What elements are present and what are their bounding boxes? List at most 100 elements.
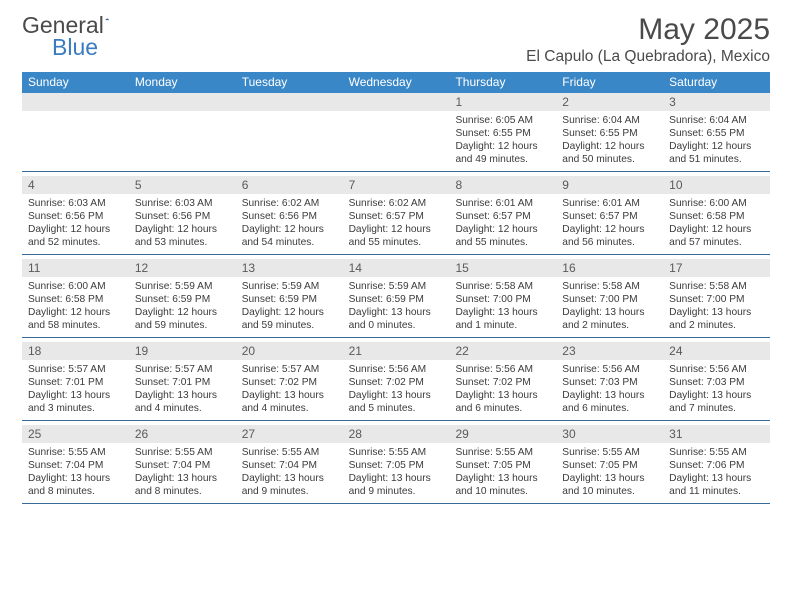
day-body (343, 111, 450, 169)
day-cell: Sunrise: 5:59 AMSunset: 6:59 PMDaylight:… (129, 277, 236, 338)
day-body: Sunrise: 5:58 AMSunset: 7:00 PMDaylight:… (449, 277, 556, 337)
day-cell (343, 111, 450, 172)
sunrise-text: Sunrise: 5:55 AM (28, 446, 123, 459)
daylight-text-2: and 9 minutes. (349, 485, 444, 498)
daylight-text-2: and 4 minutes. (135, 402, 230, 415)
sunset-text: Sunset: 7:03 PM (669, 376, 764, 389)
sunset-text: Sunset: 6:57 PM (349, 210, 444, 223)
day-number: 23 (556, 342, 663, 360)
daylight-text-1: Daylight: 13 hours (669, 389, 764, 402)
daylight-text-1: Daylight: 13 hours (349, 306, 444, 319)
dow-mon: Monday (129, 72, 236, 93)
day-number: 24 (663, 342, 770, 360)
day-cell: Sunrise: 6:02 AMSunset: 6:57 PMDaylight:… (343, 194, 450, 255)
daylight-text-1: Daylight: 12 hours (455, 223, 550, 236)
day-cell: Sunrise: 5:56 AMSunset: 7:03 PMDaylight:… (663, 360, 770, 421)
daylight-text-1: Daylight: 13 hours (242, 389, 337, 402)
week-row: Sunrise: 6:03 AMSunset: 6:56 PMDaylight:… (22, 194, 770, 255)
daylight-text-2: and 50 minutes. (562, 153, 657, 166)
week-row: Sunrise: 6:00 AMSunset: 6:58 PMDaylight:… (22, 277, 770, 338)
day-number: 15 (449, 259, 556, 277)
sunrise-text: Sunrise: 6:00 AM (669, 197, 764, 210)
daylight-text-1: Daylight: 13 hours (562, 472, 657, 485)
day-body: Sunrise: 6:00 AMSunset: 6:58 PMDaylight:… (663, 194, 770, 254)
sunrise-text: Sunrise: 6:01 AM (455, 197, 550, 210)
sunset-text: Sunset: 7:03 PM (562, 376, 657, 389)
day-body: Sunrise: 6:03 AMSunset: 6:56 PMDaylight:… (129, 194, 236, 254)
sunrise-text: Sunrise: 6:04 AM (562, 114, 657, 127)
sunset-text: Sunset: 6:59 PM (135, 293, 230, 306)
sunset-text: Sunset: 6:56 PM (135, 210, 230, 223)
dow-sat: Saturday (663, 72, 770, 93)
day-body: Sunrise: 5:55 AMSunset: 7:05 PMDaylight:… (556, 443, 663, 503)
calendar-grid: Sunday Monday Tuesday Wednesday Thursday… (22, 72, 770, 505)
day-body (236, 111, 343, 169)
day-number: 21 (343, 342, 450, 360)
sunset-text: Sunset: 6:59 PM (242, 293, 337, 306)
daynum-row: 123 (22, 93, 770, 111)
daylight-text-2: and 11 minutes. (669, 485, 764, 498)
day-cell: Sunrise: 5:55 AMSunset: 7:04 PMDaylight:… (22, 443, 129, 504)
day-number: 19 (129, 342, 236, 360)
daylight-text-1: Daylight: 12 hours (28, 306, 123, 319)
sunrise-text: Sunrise: 6:05 AM (455, 114, 550, 127)
sunset-text: Sunset: 7:00 PM (669, 293, 764, 306)
daynum-row: 45678910 (22, 176, 770, 194)
sunset-text: Sunset: 6:55 PM (669, 127, 764, 140)
day-cell: Sunrise: 5:55 AMSunset: 7:05 PMDaylight:… (343, 443, 450, 504)
daylight-text-1: Daylight: 12 hours (455, 140, 550, 153)
day-cell: Sunrise: 5:57 AMSunset: 7:02 PMDaylight:… (236, 360, 343, 421)
day-cell: Sunrise: 5:55 AMSunset: 7:04 PMDaylight:… (129, 443, 236, 504)
sunset-text: Sunset: 6:56 PM (28, 210, 123, 223)
daylight-text-2: and 2 minutes. (562, 319, 657, 332)
daylight-text-2: and 57 minutes. (669, 236, 764, 249)
day-body: Sunrise: 5:57 AMSunset: 7:01 PMDaylight:… (129, 360, 236, 420)
sunset-text: Sunset: 7:00 PM (455, 293, 550, 306)
day-number: 6 (236, 176, 343, 194)
day-cell: Sunrise: 6:05 AMSunset: 6:55 PMDaylight:… (449, 111, 556, 172)
location-subtitle: El Capulo (La Quebradora), Mexico (526, 48, 770, 66)
sunrise-text: Sunrise: 5:56 AM (455, 363, 550, 376)
sunset-text: Sunset: 6:58 PM (669, 210, 764, 223)
day-number: 1 (449, 93, 556, 111)
day-cell: Sunrise: 5:57 AMSunset: 7:01 PMDaylight:… (129, 360, 236, 421)
day-body: Sunrise: 5:58 AMSunset: 7:00 PMDaylight:… (663, 277, 770, 337)
day-cell (129, 111, 236, 172)
day-body: Sunrise: 5:56 AMSunset: 7:03 PMDaylight:… (663, 360, 770, 420)
sunset-text: Sunset: 7:00 PM (562, 293, 657, 306)
day-body (22, 111, 129, 169)
sunset-text: Sunset: 6:55 PM (455, 127, 550, 140)
day-body: Sunrise: 5:57 AMSunset: 7:01 PMDaylight:… (22, 360, 129, 420)
day-number: 22 (449, 342, 556, 360)
day-body: Sunrise: 6:02 AMSunset: 6:56 PMDaylight:… (236, 194, 343, 254)
daylight-text-2: and 2 minutes. (669, 319, 764, 332)
sunrise-text: Sunrise: 5:58 AM (562, 280, 657, 293)
day-number: 27 (236, 425, 343, 443)
sunset-text: Sunset: 7:02 PM (455, 376, 550, 389)
brand-logo: General Blue (22, 12, 129, 39)
sunrise-text: Sunrise: 5:57 AM (242, 363, 337, 376)
daylight-text-1: Daylight: 12 hours (242, 306, 337, 319)
day-body: Sunrise: 5:55 AMSunset: 7:05 PMDaylight:… (343, 443, 450, 503)
week-row: Sunrise: 6:05 AMSunset: 6:55 PMDaylight:… (22, 111, 770, 172)
day-cell: Sunrise: 6:04 AMSunset: 6:55 PMDaylight:… (556, 111, 663, 172)
day-cell: Sunrise: 5:55 AMSunset: 7:05 PMDaylight:… (449, 443, 556, 504)
day-number: 28 (343, 425, 450, 443)
daylight-text-1: Daylight: 12 hours (28, 223, 123, 236)
day-of-week-header: Sunday Monday Tuesday Wednesday Thursday… (22, 72, 770, 93)
month-title: May 2025 (526, 14, 770, 46)
day-cell: Sunrise: 6:03 AMSunset: 6:56 PMDaylight:… (129, 194, 236, 255)
daylight-text-2: and 3 minutes. (28, 402, 123, 415)
sunset-text: Sunset: 6:57 PM (562, 210, 657, 223)
day-body: Sunrise: 5:55 AMSunset: 7:04 PMDaylight:… (129, 443, 236, 503)
day-body: Sunrise: 6:01 AMSunset: 6:57 PMDaylight:… (449, 194, 556, 254)
daylight-text-1: Daylight: 12 hours (135, 306, 230, 319)
day-cell: Sunrise: 5:58 AMSunset: 7:00 PMDaylight:… (663, 277, 770, 338)
sunrise-text: Sunrise: 5:56 AM (669, 363, 764, 376)
day-number: 20 (236, 342, 343, 360)
daylight-text-1: Daylight: 13 hours (28, 389, 123, 402)
day-body: Sunrise: 5:59 AMSunset: 6:59 PMDaylight:… (343, 277, 450, 337)
sunset-text: Sunset: 7:01 PM (28, 376, 123, 389)
sunrise-text: Sunrise: 6:03 AM (28, 197, 123, 210)
sunrise-text: Sunrise: 5:56 AM (349, 363, 444, 376)
